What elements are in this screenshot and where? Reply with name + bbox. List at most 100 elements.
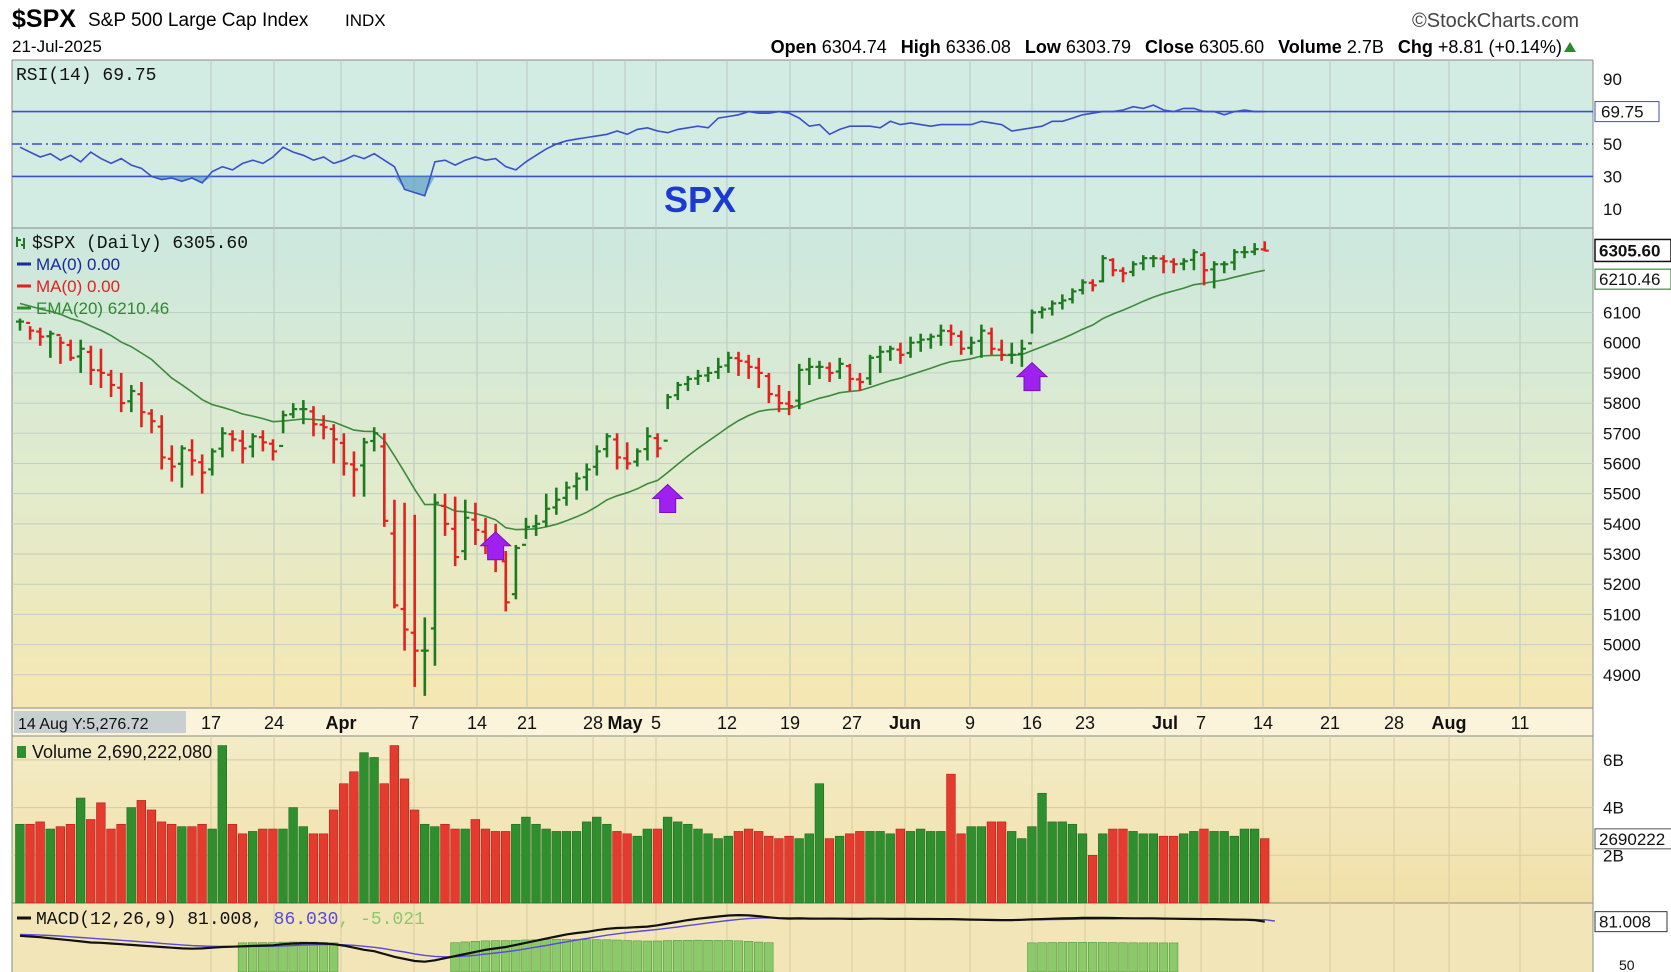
macd-histogram-bar	[592, 939, 602, 972]
macd-histogram-bar	[1037, 942, 1047, 972]
volume-bar	[1057, 821, 1067, 904]
volume-bar	[389, 745, 400, 904]
volume-bar	[683, 823, 693, 904]
volume-bar	[915, 828, 926, 904]
macd-histogram-bar	[328, 942, 339, 972]
macd-histogram-bar	[602, 939, 612, 972]
symbol-description: S&P 500 Large Cap Index	[88, 10, 309, 31]
open-value: 6304.74	[821, 37, 887, 57]
volume-value: 2.7B	[1346, 37, 1384, 57]
price-axis-tick: 5800	[1603, 394, 1641, 413]
x-axis-strip	[12, 708, 1593, 736]
volume-bar	[1108, 828, 1118, 904]
volume-bar	[561, 831, 572, 904]
macd-histogram-bar	[1158, 942, 1169, 972]
volume-bar	[1067, 823, 1078, 904]
volume-bar	[895, 828, 905, 904]
price-axis-tick: 4900	[1603, 666, 1641, 685]
legend-entry: MA(0) 0.00	[36, 277, 120, 296]
volume-bar	[65, 823, 76, 904]
volume-bar	[197, 823, 207, 904]
volume-bar	[430, 826, 440, 904]
volume-bar	[278, 828, 288, 904]
price-value-box	[1594, 238, 1671, 263]
volume-bar	[35, 821, 45, 904]
volume-bar	[490, 831, 501, 904]
x-axis-label: 28	[1384, 713, 1404, 733]
volume-bar	[1199, 828, 1209, 904]
volume-value-label: 2690222	[1599, 830, 1665, 849]
macd-histogram-bar	[652, 940, 663, 972]
macd-histogram-bar	[673, 940, 683, 972]
x-axis-label: 9	[965, 713, 975, 733]
volume-bar	[875, 831, 885, 904]
high-value: 6336.08	[945, 37, 1011, 57]
volume-bar	[1006, 831, 1017, 904]
volume-bar	[713, 838, 723, 904]
macd-line	[19, 913, 1265, 963]
price-axis-tick: 5900	[1603, 364, 1641, 383]
volume-axis-tick: 2B	[1603, 846, 1624, 865]
macd-histogram-bar	[561, 938, 572, 972]
macd-histogram-bar	[733, 940, 744, 972]
volume-bar	[1077, 833, 1088, 904]
volume-bar	[136, 800, 146, 904]
purple-up-arrow-icon	[651, 483, 684, 513]
volume-bar	[905, 831, 916, 904]
volume-legend-swatch	[17, 746, 26, 758]
volume-bar	[177, 826, 187, 904]
macd-histogram-bar	[622, 940, 632, 972]
volume-bar	[470, 819, 480, 904]
volume-bar	[743, 828, 754, 904]
volume-bar	[592, 816, 602, 904]
volume-bar	[1098, 833, 1108, 904]
volume-bar	[1017, 838, 1027, 904]
volume-bar	[531, 823, 541, 904]
rsi-value-label: 69.75	[1601, 103, 1644, 122]
macd-histogram-bar	[612, 939, 622, 972]
price-axis-tick: 5600	[1603, 454, 1641, 473]
spx-annotation: SPX	[664, 179, 736, 220]
volume-bar	[1027, 826, 1037, 904]
volume-bar	[753, 831, 764, 904]
ohlc-legend-icon	[16, 237, 25, 249]
purple-up-arrow-icon	[1015, 361, 1049, 392]
volume-bar	[1138, 833, 1148, 904]
volume-bar	[764, 835, 774, 904]
symbol: $SPX	[12, 5, 76, 33]
macd-histogram-bar	[1087, 942, 1098, 972]
volume-bar	[1087, 854, 1098, 904]
volume-bar	[227, 823, 238, 904]
macd-histogram-bar	[470, 941, 480, 972]
volume-bar	[480, 828, 491, 904]
chg-label: Chg	[1397, 37, 1433, 57]
volume-bar	[956, 833, 966, 904]
macd-title-main: MACD(12,26,9) 81.008,	[36, 910, 274, 930]
volume-bar	[1047, 821, 1057, 904]
volume-bar	[96, 802, 106, 904]
macd-histogram-bar	[1077, 942, 1088, 972]
up-triangle-icon	[1564, 42, 1576, 52]
volume-bar	[986, 821, 997, 904]
volume-bar	[167, 823, 177, 904]
x-axis-label: 27	[842, 713, 862, 733]
x-axis-label: 14	[1253, 713, 1273, 733]
macd-histogram-bar	[298, 941, 308, 972]
price-axis-tick: 5000	[1603, 636, 1641, 655]
macd-histogram-bar	[571, 939, 582, 972]
volume-bar	[268, 828, 278, 904]
volume-bar	[673, 821, 683, 904]
volume-bar	[409, 809, 420, 904]
volume-bar	[632, 835, 642, 904]
x-axis-label: May	[607, 713, 642, 733]
volume-bar	[298, 826, 308, 904]
x-axis-label: 12	[717, 713, 737, 733]
chg-value: +8.81 (+0.14%)	[1437, 37, 1562, 57]
volume-bar	[308, 833, 319, 904]
volume-bar	[349, 771, 359, 904]
ema-value-label: 6210.46	[1599, 270, 1660, 289]
volume-bar	[440, 823, 450, 904]
volume-bar	[258, 828, 268, 904]
brand-watermark: ©StockCharts.com	[1412, 10, 1580, 32]
